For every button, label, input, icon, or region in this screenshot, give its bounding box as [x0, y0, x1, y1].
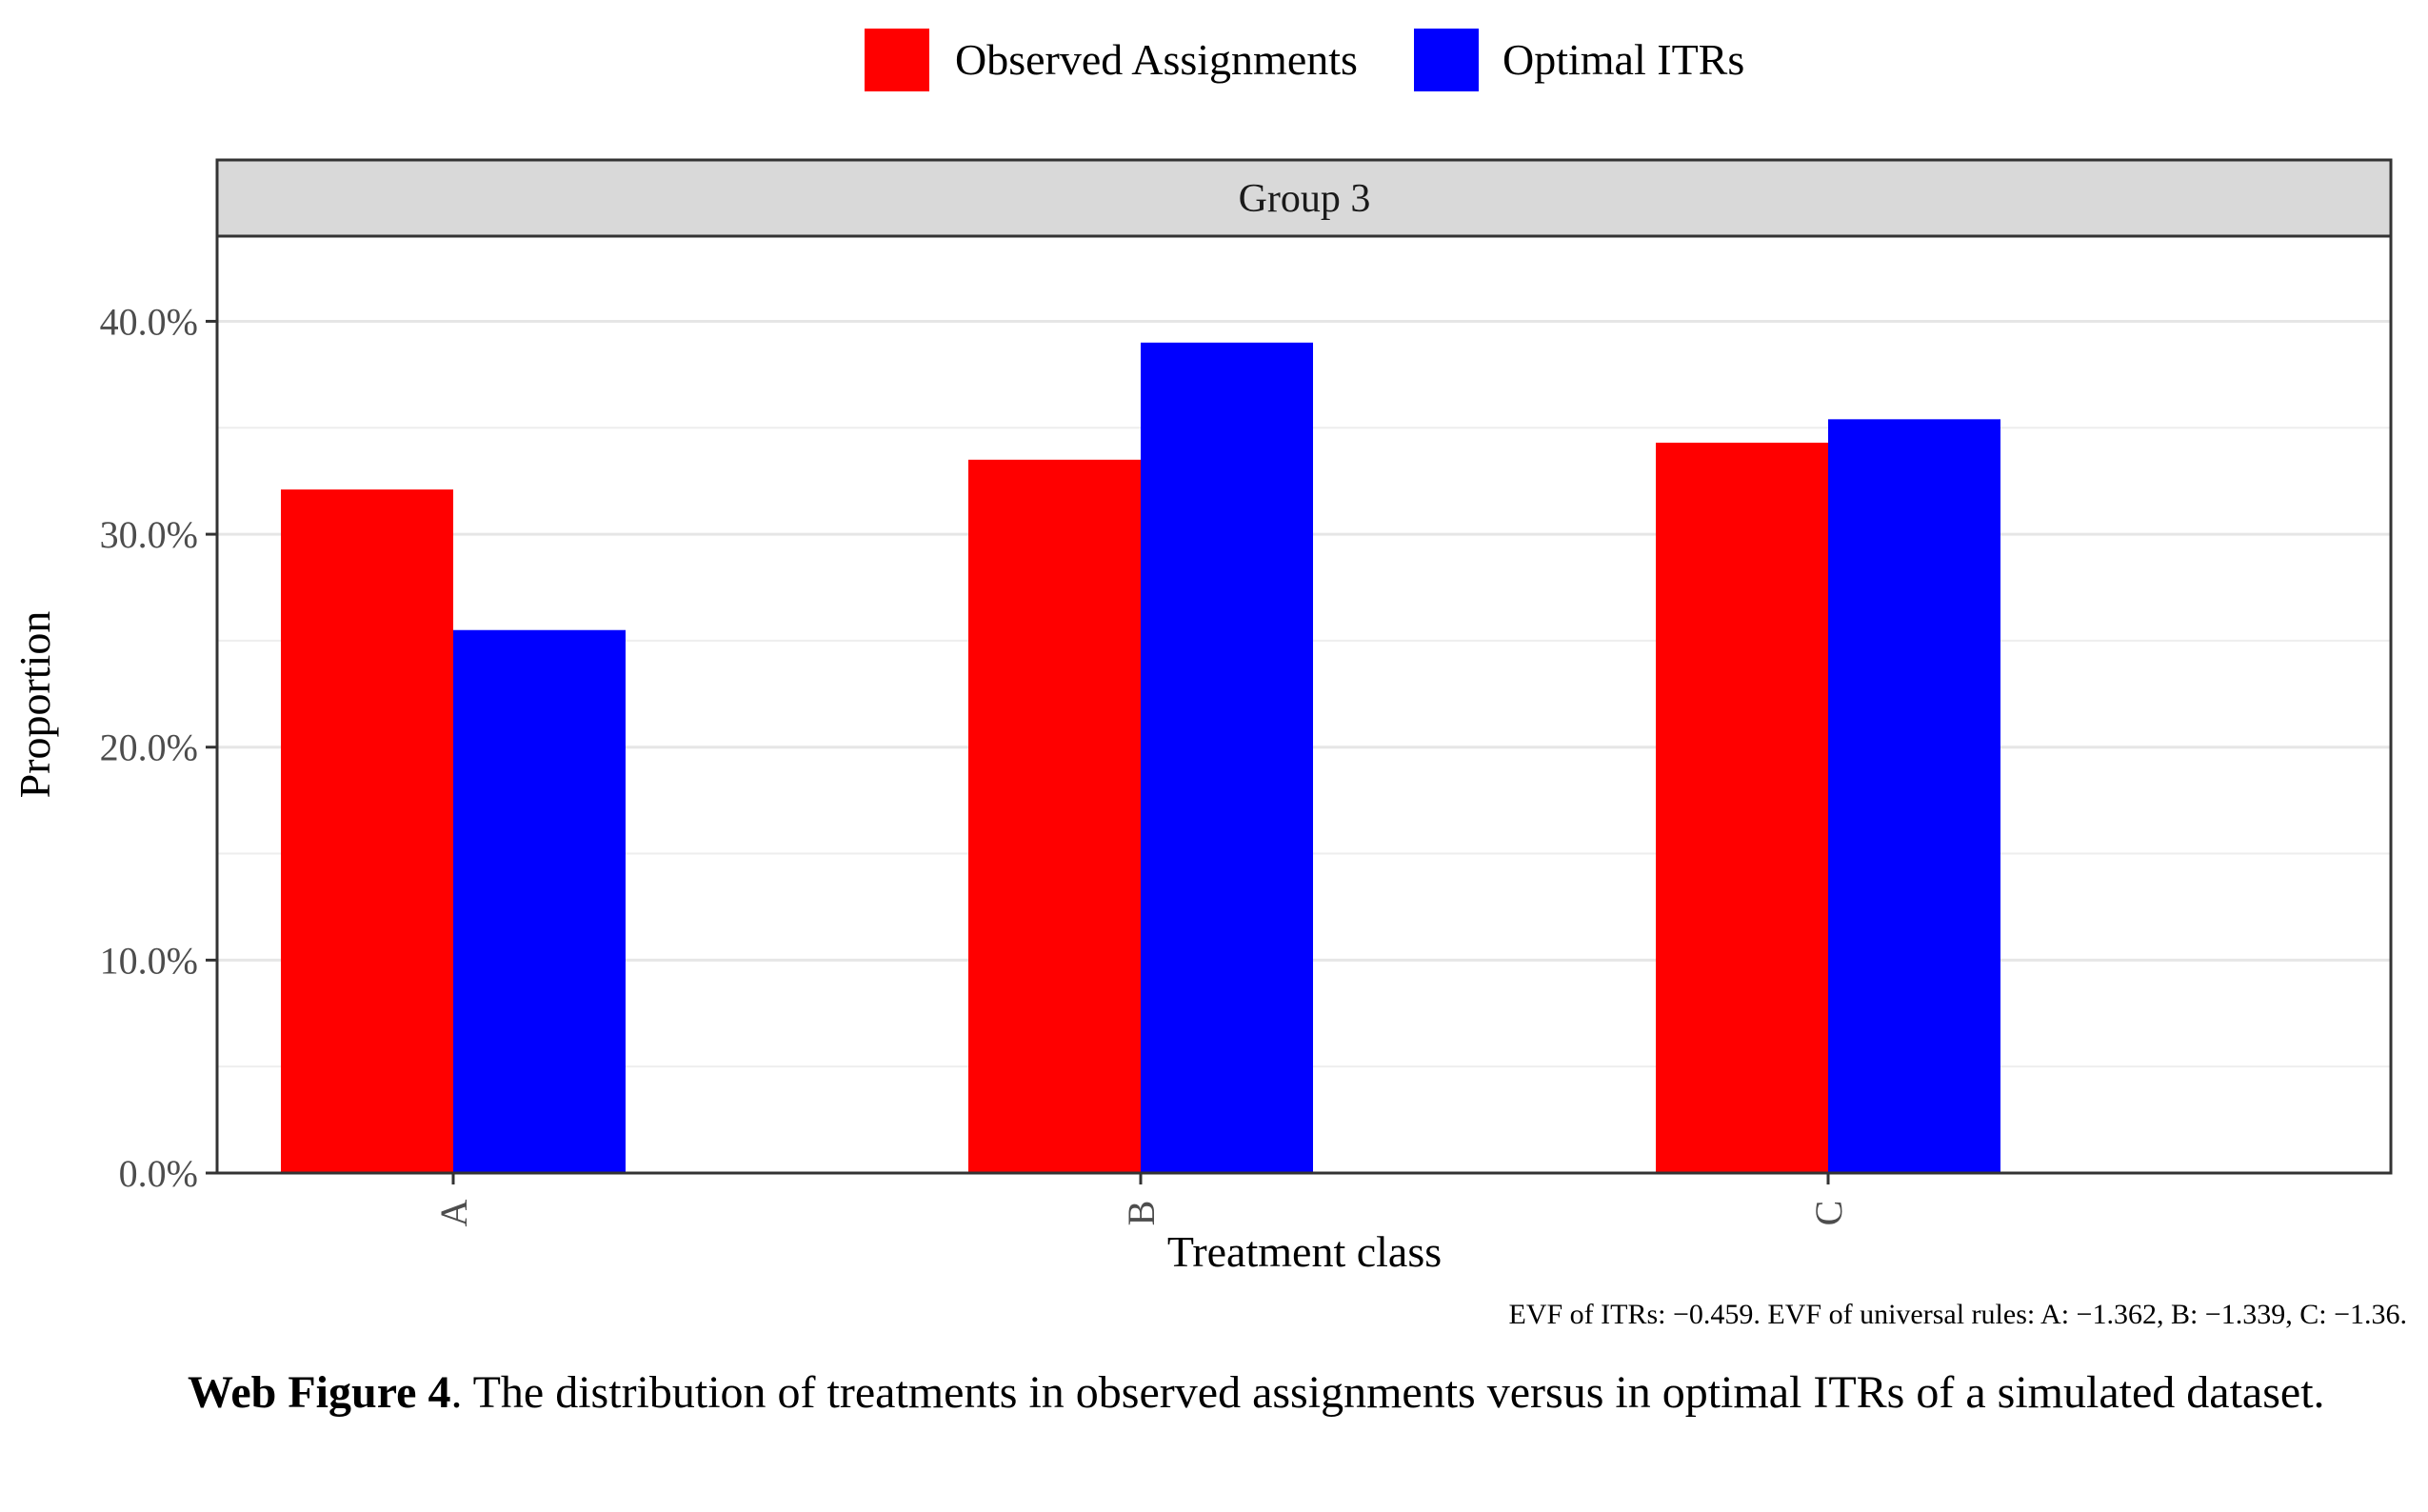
x-axis: A B C — [432, 1173, 1850, 1226]
y-axis: 0.0% 10.0% 20.0% 30.0% 40.0% — [100, 300, 217, 1195]
y-tick-label: 20.0% — [100, 726, 198, 769]
y-tick-label: 30.0% — [100, 513, 198, 556]
legend-label-observed: Observed Assignments — [955, 35, 1358, 84]
bar-B-observed — [968, 459, 1141, 1173]
y-tick-label: 10.0% — [100, 939, 198, 982]
legend: Observed Assignments Optimal ITRs — [865, 29, 1744, 91]
y-tick-label: 0.0% — [119, 1152, 198, 1195]
x-axis-label: Treatment class — [1167, 1227, 1442, 1276]
figure-caption: Web Figure 4. The distribution of treatm… — [188, 1365, 2378, 1421]
y-tick-label: 40.0% — [100, 300, 198, 343]
y-axis-label: Proportion — [10, 611, 59, 799]
panel-title: Group 3 — [1239, 177, 1371, 221]
legend-label-optimal: Optimal ITRs — [1503, 35, 1744, 84]
bar-B-optimal — [1141, 342, 1313, 1173]
bar-A-optimal — [453, 629, 626, 1173]
bar-C-observed — [1656, 442, 1828, 1174]
legend-key-observed — [865, 29, 929, 91]
legend-key-optimal — [1414, 29, 1479, 91]
x-tick-label-C: C — [1807, 1201, 1850, 1226]
x-tick-label-A: A — [432, 1199, 475, 1226]
bar-C-optimal — [1828, 419, 2000, 1173]
bar-A-observed — [281, 489, 453, 1173]
plot-border — [215, 234, 2393, 1175]
caption-label: Web Figure 4 — [188, 1367, 451, 1418]
evf-annotation: EVF of ITRs: −0.459. EVF of universal ru… — [1509, 1299, 2408, 1330]
caption-text: . The distribution of treatments in obse… — [450, 1367, 2325, 1418]
bars — [281, 342, 2000, 1174]
panel-strip — [215, 158, 2393, 238]
x-tick-label-B: B — [1120, 1201, 1163, 1226]
